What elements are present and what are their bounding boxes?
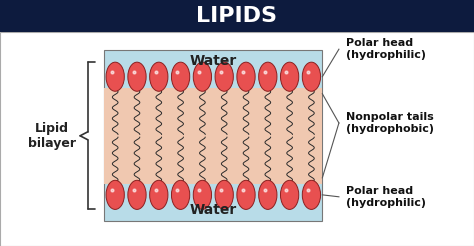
Ellipse shape	[237, 180, 255, 209]
Text: Polar head
(hydrophilic): Polar head (hydrophilic)	[346, 186, 426, 208]
Text: Polar head
(hydrophilic): Polar head (hydrophilic)	[346, 38, 426, 60]
Ellipse shape	[302, 62, 320, 91]
FancyBboxPatch shape	[0, 0, 474, 32]
Text: Nonpolar tails
(hydrophobic): Nonpolar tails (hydrophobic)	[346, 112, 434, 134]
Ellipse shape	[259, 62, 277, 91]
Ellipse shape	[172, 180, 190, 209]
FancyBboxPatch shape	[104, 50, 322, 221]
Ellipse shape	[172, 62, 190, 91]
Text: Lipid
bilayer: Lipid bilayer	[28, 122, 76, 150]
Ellipse shape	[193, 62, 211, 91]
Ellipse shape	[281, 180, 299, 209]
Ellipse shape	[150, 180, 168, 209]
Text: LIPIDS: LIPIDS	[197, 6, 277, 26]
Ellipse shape	[106, 180, 124, 209]
Ellipse shape	[193, 180, 211, 209]
Text: Water: Water	[190, 203, 237, 217]
Ellipse shape	[237, 62, 255, 91]
Ellipse shape	[215, 180, 233, 209]
Ellipse shape	[215, 62, 233, 91]
Ellipse shape	[302, 180, 320, 209]
FancyBboxPatch shape	[104, 88, 322, 184]
Ellipse shape	[259, 180, 277, 209]
FancyBboxPatch shape	[0, 32, 474, 246]
Ellipse shape	[128, 180, 146, 209]
Ellipse shape	[106, 62, 124, 91]
Ellipse shape	[281, 62, 299, 91]
Text: Water: Water	[190, 54, 237, 68]
Ellipse shape	[128, 62, 146, 91]
Ellipse shape	[150, 62, 168, 91]
